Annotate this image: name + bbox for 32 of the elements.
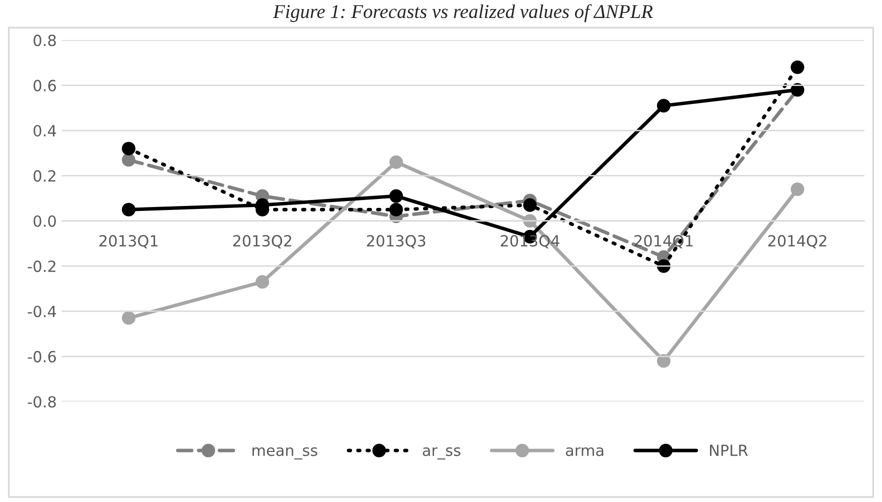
point [389,202,403,216]
point [122,202,136,216]
legend-label: NPLR [710,444,748,456]
point [389,189,403,203]
chart-title: Figure 1: Forecasts vs realized values of ΔNPLR [272,4,653,22]
y-tick-label: 0.2 [34,170,56,182]
legend-label: arma [566,447,604,456]
y-tick-label: 0.8 [34,34,56,46]
legend-label: mean_ss [252,447,318,460]
x-tick-label: 2014Q2 [768,235,826,248]
x-tick-label: 2013Q2 [233,235,292,248]
point [256,275,270,289]
point [122,153,136,167]
legend-label: ar_ss [422,447,460,460]
x-tick-label: 2013Q4 [500,235,560,248]
point [523,198,537,212]
y-tick-label: -0.2 [28,260,56,272]
point [790,182,804,196]
y-tick-label: 0.4 [34,124,56,137]
point [122,142,136,156]
y-tick-label: -0.8 [28,396,56,408]
point [790,60,804,74]
point [656,98,670,112]
x-tick-label: 2013Q1 [99,235,158,248]
point [389,155,403,169]
y-tick-label: -0.4 [28,306,56,318]
y-tick-label: -0.6 [28,350,56,362]
point [656,354,670,368]
y-tick-label: 0.6 [34,80,56,92]
y-tick-label: 0.0 [34,215,56,227]
x-tick-label: 2013Q3 [366,235,426,248]
point [122,311,136,325]
